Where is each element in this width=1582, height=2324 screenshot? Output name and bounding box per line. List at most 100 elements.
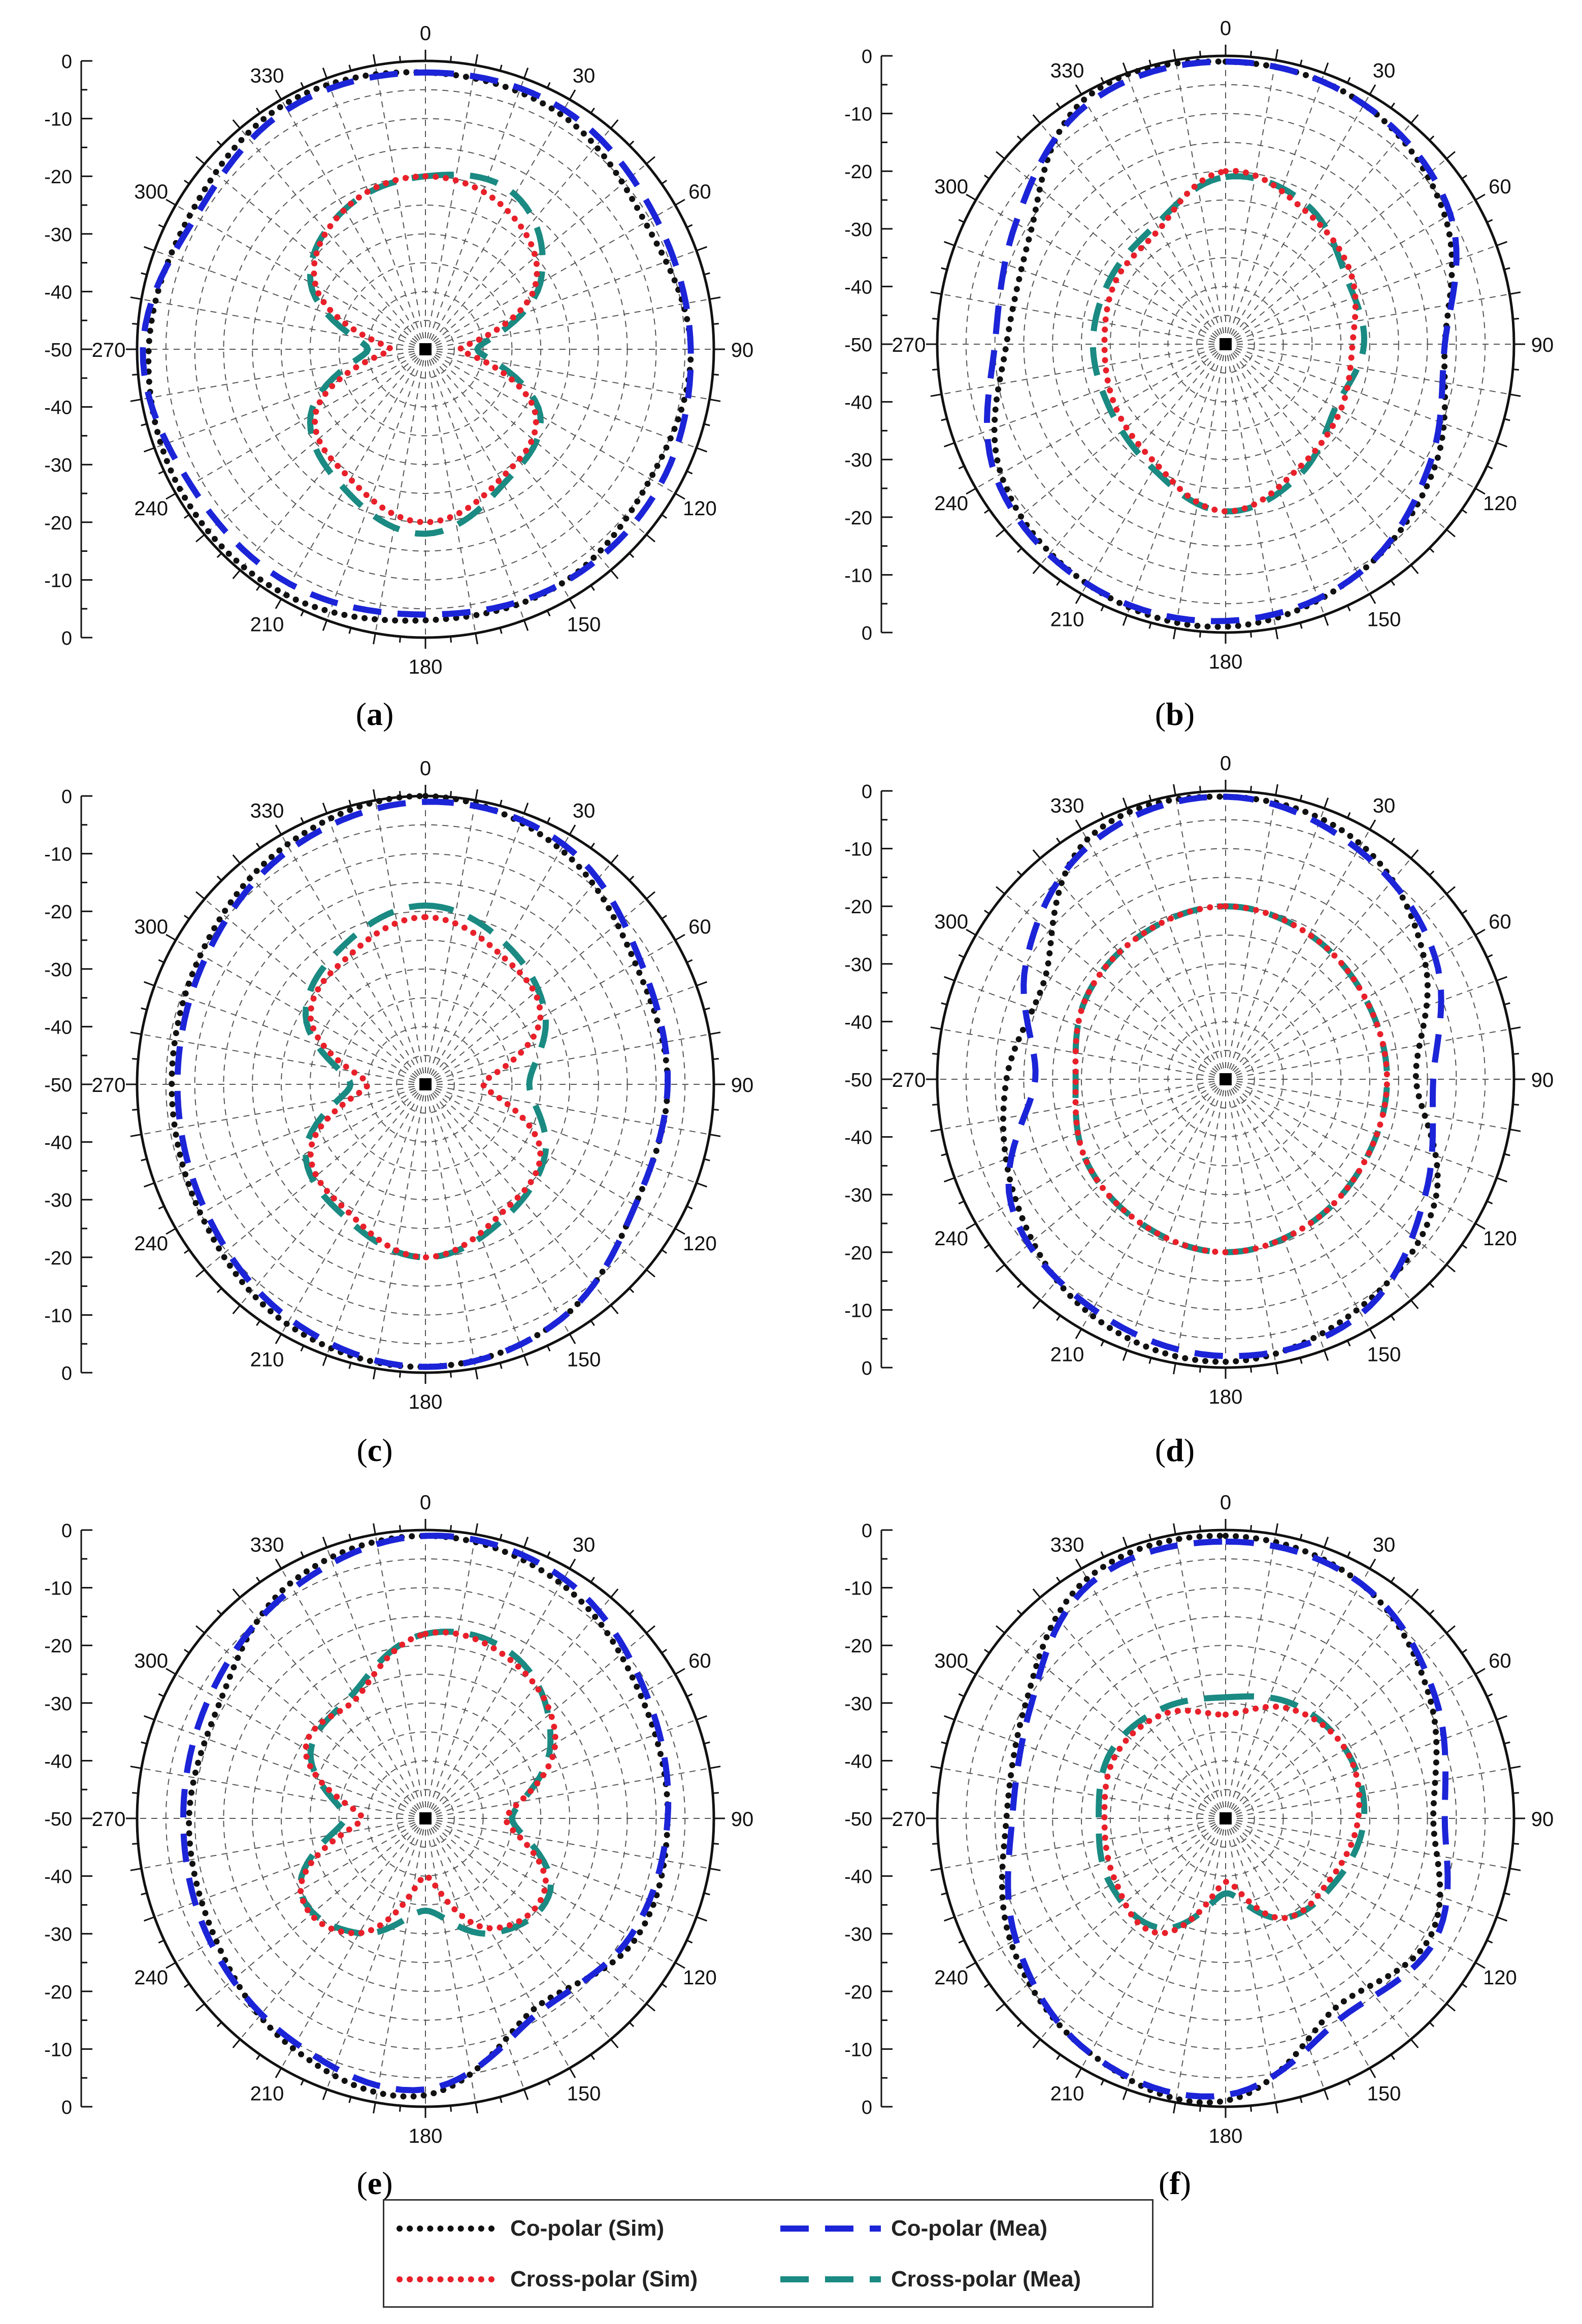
polar-angle-tick <box>1122 798 1128 809</box>
polar-angle-tick <box>1509 291 1521 295</box>
polar-angle-tick <box>1299 1357 1303 1364</box>
polar-grid-spoke <box>425 863 611 1085</box>
polar-angle-tick <box>661 1649 667 1654</box>
radial-scale-label: 0 <box>862 46 872 68</box>
polar-angle-tick <box>1504 1892 1510 1896</box>
polar-grid-spoke <box>175 940 426 1085</box>
polar-angle-tick <box>184 1983 190 1988</box>
polar-angle-tick <box>1100 77 1105 83</box>
radial-scale-label: -20 <box>44 1248 72 1269</box>
polar-angle-tick <box>930 1766 942 1769</box>
polar-angle-label: 240 <box>934 492 968 515</box>
polar-angle-tick <box>704 272 710 276</box>
radial-scale-label: -10 <box>44 1305 72 1326</box>
series-co-mea-curve <box>983 58 1460 624</box>
polar-angle-tick <box>1475 193 1486 201</box>
polar-angle-tick <box>958 1693 965 1698</box>
polar-grid-spoke <box>1225 1818 1370 2069</box>
polar-grid-spoke <box>1225 344 1510 395</box>
polar-grid-spoke <box>281 349 426 600</box>
polar-grid-spoke <box>1175 60 1226 345</box>
series-cross-sim-curve <box>311 173 540 525</box>
polar-angle-tick <box>996 1264 1005 1273</box>
polar-grid-spoke <box>326 1547 426 1819</box>
polar-angle-label: 300 <box>134 1650 168 1672</box>
polar-angle-tick <box>1504 1741 1510 1745</box>
radial-scale-label: -20 <box>44 167 72 188</box>
polar-angle-tick <box>1461 509 1467 514</box>
polar-angle-tick <box>1496 442 1507 448</box>
polar-angle-tick <box>216 875 222 881</box>
polar-grid-ring <box>1081 200 1370 489</box>
polar-angle-tick <box>166 1962 176 1969</box>
polar-grid-ring <box>1196 315 1255 374</box>
series-co-sim-curve <box>1000 793 1441 1365</box>
polar-angle-tick <box>1122 1350 1128 1361</box>
polar-angle-label: 90 <box>731 1808 754 1831</box>
polar-angle-tick <box>256 585 261 591</box>
polar-angle-tick <box>184 1249 190 1254</box>
polar-grid-ring <box>1138 992 1313 1167</box>
polar-angle-tick <box>1032 849 1041 859</box>
polar-angle-label: 30 <box>573 800 596 822</box>
polar-grid-spoke <box>1175 1079 1226 1364</box>
polar-angle-tick <box>499 2097 503 2103</box>
polar-grid-spoke <box>326 1818 426 2090</box>
polar-angle-tick <box>1487 1200 1493 1205</box>
polar-grid-spoke <box>425 899 647 1085</box>
polar-angle-tick <box>1390 1315 1395 1321</box>
polar-grid-spoke <box>975 935 1226 1080</box>
radial-scale-label: 0 <box>862 1520 872 1542</box>
polar-angle-tick <box>1075 1558 1082 1569</box>
polar-angle-tick <box>646 156 655 165</box>
polar-angle-tick <box>610 570 619 579</box>
polar-grid-spoke <box>141 298 426 350</box>
polar-angle-tick <box>1299 622 1303 629</box>
polar-grid-spoke <box>154 1818 426 1918</box>
radial-scale-label: -10 <box>44 2039 72 2061</box>
polar-angle-tick <box>709 296 721 300</box>
polar-angle-tick <box>941 1002 947 1006</box>
polar-grid-spoke <box>425 163 647 350</box>
polar-grid-spoke <box>954 245 1226 345</box>
polar-angle-tick <box>184 180 190 185</box>
polar-grid-spoke <box>941 1818 1226 1869</box>
polar-angle-label: 0 <box>420 1491 431 1514</box>
polar-angle-tick <box>966 1668 976 1675</box>
polar-grid-spoke <box>281 1568 426 1819</box>
polar-grid-spoke <box>425 1818 525 2090</box>
polar-angle-tick <box>275 1334 282 1344</box>
radial-scale-label: -30 <box>44 1694 72 1715</box>
polar-grid-spoke <box>1225 980 1497 1080</box>
polar-angle-tick <box>546 82 551 88</box>
polar-angle-tick <box>546 2079 551 2086</box>
polar-angle-tick <box>686 224 693 228</box>
polar-grid-spoke <box>141 349 426 400</box>
polar-angle-tick <box>610 854 619 864</box>
polar-angle-tick <box>712 322 719 325</box>
polar-angle-tick <box>1446 151 1456 160</box>
polar-angle-tick <box>958 954 965 958</box>
polar-angle-label: 270 <box>92 1074 126 1097</box>
radial-scale-label: -40 <box>844 277 872 298</box>
polar-angle-tick <box>144 1715 155 1721</box>
polar-grid-spoke <box>1126 1079 1226 1351</box>
polar-angle-tick <box>216 1287 222 1293</box>
polar-angle-tick <box>996 1625 1005 1634</box>
polar-angle-tick <box>1390 2054 1395 2060</box>
radial-scale-label: -40 <box>44 1017 72 1038</box>
polar-angle-tick <box>1410 1588 1419 1598</box>
polar-grid-spoke <box>1225 344 1276 628</box>
polar-angle-tick <box>1075 593 1082 604</box>
polar-angle-tick <box>629 552 635 558</box>
polar-angle-label: 0 <box>1220 752 1231 775</box>
polar-angle-tick <box>944 1715 955 1721</box>
polar-grid-spoke <box>425 1818 476 2103</box>
polar-angle-tick <box>275 824 282 835</box>
polar-angle-tick <box>1504 1002 1510 1006</box>
polar-angle-tick <box>300 2079 305 2086</box>
legend-label-co-mea: Co-polar (Mea) <box>891 2216 1047 2241</box>
polar-angle-tick <box>1323 1537 1329 1548</box>
polar-angle-tick <box>629 875 635 881</box>
polar-angle-tick <box>166 492 176 500</box>
